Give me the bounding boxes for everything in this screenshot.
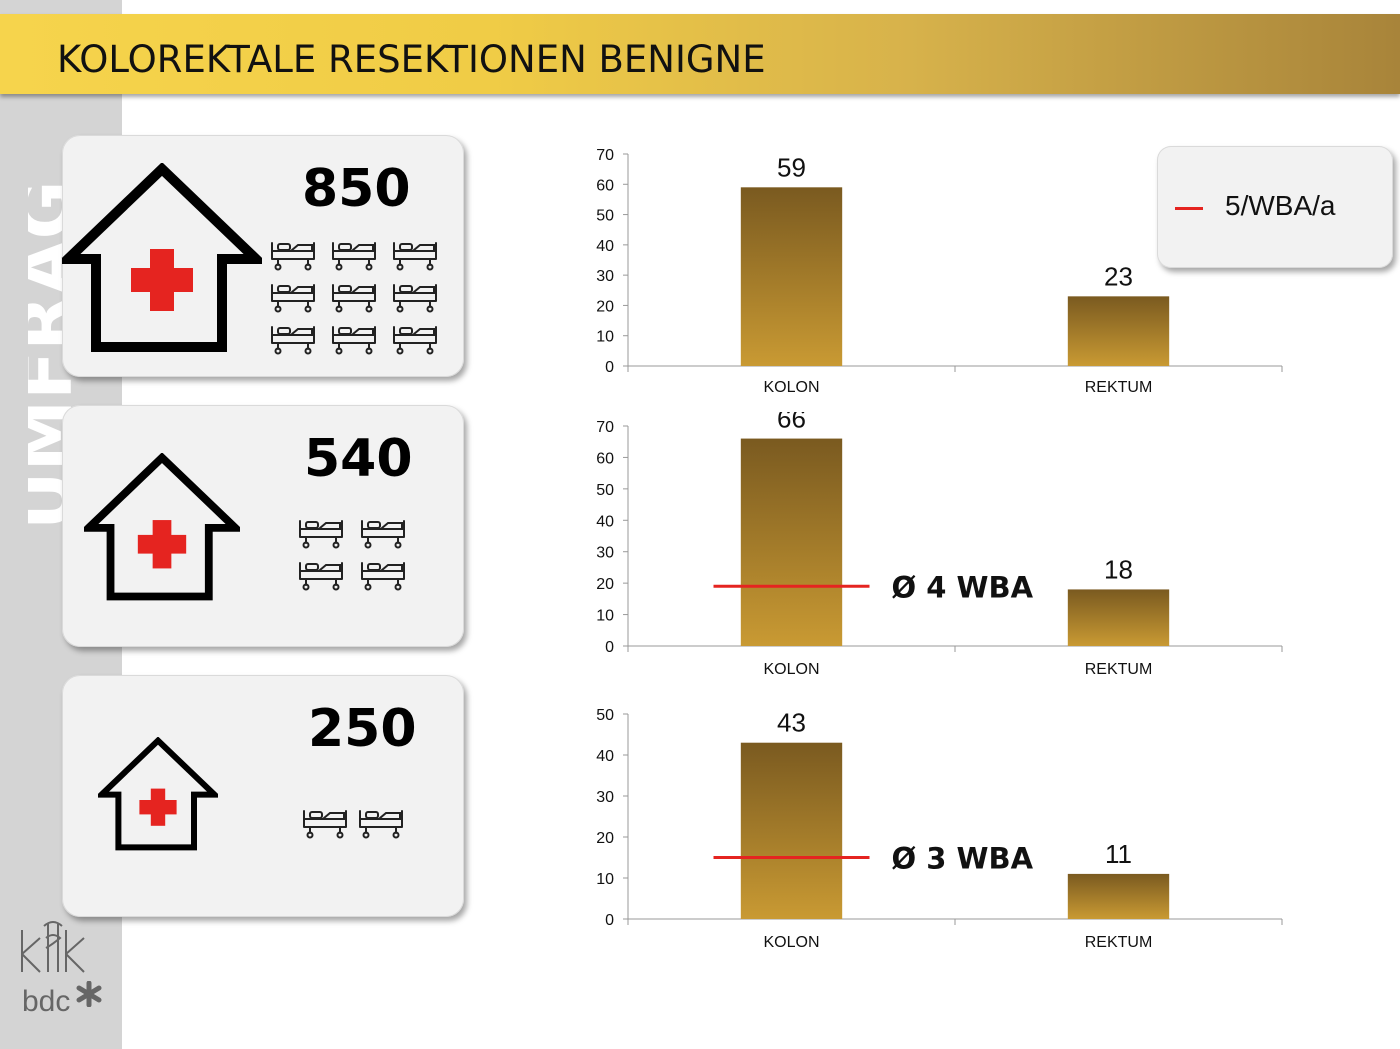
y-tick-label: 30 xyxy=(596,789,614,806)
y-tick-label: 50 xyxy=(596,482,614,499)
hospital-bed-icon xyxy=(332,284,376,313)
reference-label: Ø 3 WBA xyxy=(892,842,1034,876)
y-tick-label: 60 xyxy=(596,177,614,194)
hospital-card-small: 250 xyxy=(62,675,464,917)
y-tick-label: 40 xyxy=(596,748,614,765)
legend-label: 5/WBA/a xyxy=(1225,190,1336,221)
bar-chart-3: 0 10 20 30 40 50 43 KOLON 11 REKTUM Ø 3 WBA xyxy=(596,707,1283,951)
y-tick-label: 20 xyxy=(596,298,614,315)
hospital-bed-icon xyxy=(332,326,376,355)
hospital-bed-icon xyxy=(361,562,405,591)
bdc-logo: bdc xyxy=(22,981,102,1019)
klk-logo xyxy=(21,921,85,973)
y-tick-label: 10 xyxy=(596,871,614,888)
x-tick-label: KOLON xyxy=(763,379,819,396)
y-tick-label: 50 xyxy=(596,208,614,225)
reference-label: Ø 4 WBA xyxy=(892,570,1034,604)
y-tick-label: 10 xyxy=(596,329,614,346)
hospital-bed-icon xyxy=(271,326,315,355)
hospital-bed-icon xyxy=(361,520,405,549)
bar xyxy=(740,438,843,646)
asterisk-icon xyxy=(76,981,102,1007)
hospital-bed-icon xyxy=(299,562,343,591)
bed-count: 250 xyxy=(308,699,417,759)
hospital-bed-icon xyxy=(271,242,315,271)
hospital-card-large: 850 xyxy=(62,135,464,377)
hospital-bed-icon xyxy=(393,284,437,313)
hospital-bed-icon xyxy=(359,810,403,839)
y-tick-label: 70 xyxy=(596,147,614,164)
x-tick-label: REKTUM xyxy=(1085,661,1153,678)
x-tick-label: REKTUM xyxy=(1085,934,1153,951)
page-title: KOLOREKTALE RESEKTIONEN BENIGNE xyxy=(57,38,766,81)
bar xyxy=(1067,296,1170,366)
y-tick-label: 40 xyxy=(596,238,614,255)
bar xyxy=(740,742,843,919)
x-tick-label: KOLON xyxy=(763,661,819,678)
hospital-bed-icon xyxy=(332,242,376,271)
hospital-bed-icon xyxy=(271,284,315,313)
bar-value-label: 18 xyxy=(1104,554,1133,584)
hospital-bed-icon xyxy=(303,810,347,839)
y-tick-label: 20 xyxy=(596,830,614,847)
header-bar: KOLOREKTALE RESEKTIONEN BENIGNE xyxy=(0,14,1400,94)
y-tick-label: 40 xyxy=(596,513,614,530)
hospital-house-icon xyxy=(84,453,240,601)
bar-value-label: 66 xyxy=(777,412,806,434)
bar-chart-1: 0 10 20 30 40 50 60 70 59 KOLON 23 REKTUM xyxy=(596,147,1283,396)
hospital-bed-icon xyxy=(393,326,437,355)
legend: 5/WBA/a xyxy=(1157,146,1393,268)
bar-chart-2: 0 10 20 30 40 50 60 70 66 KOLON 18 REKTUM Ø 4 WBA xyxy=(596,412,1283,678)
y-tick-label: 0 xyxy=(605,912,614,929)
x-tick-label: REKTUM xyxy=(1085,379,1153,396)
hospital-house-icon xyxy=(98,737,218,851)
bar-value-label: 23 xyxy=(1104,261,1133,291)
y-tick-label: 30 xyxy=(596,545,614,562)
y-tick-label: 20 xyxy=(596,576,614,593)
bar-value-label: 11 xyxy=(1105,839,1132,869)
bar-value-label: 43 xyxy=(777,708,806,738)
bar-value-label: 59 xyxy=(777,152,806,182)
bar xyxy=(740,187,843,366)
bdc-logo-text: bdc xyxy=(22,985,71,1018)
y-tick-label: 50 xyxy=(596,707,614,724)
hospital-bed-icon xyxy=(393,242,437,271)
hospital-house-icon xyxy=(62,163,262,352)
hospital-card-medium: 540 xyxy=(62,405,464,647)
bar xyxy=(1067,589,1170,646)
y-tick-label: 60 xyxy=(596,450,614,467)
y-tick-label: 0 xyxy=(605,639,614,656)
y-tick-label: 0 xyxy=(605,359,614,376)
legend-marker-swatch xyxy=(1175,207,1203,210)
bed-count: 850 xyxy=(302,159,411,219)
y-tick-label: 30 xyxy=(596,268,614,285)
y-tick-label: 10 xyxy=(596,608,614,625)
hospital-bed-icon xyxy=(299,520,343,549)
bar xyxy=(1067,873,1170,919)
bed-count: 540 xyxy=(304,429,413,489)
y-tick-label: 70 xyxy=(596,419,614,436)
x-tick-label: KOLON xyxy=(763,934,819,951)
